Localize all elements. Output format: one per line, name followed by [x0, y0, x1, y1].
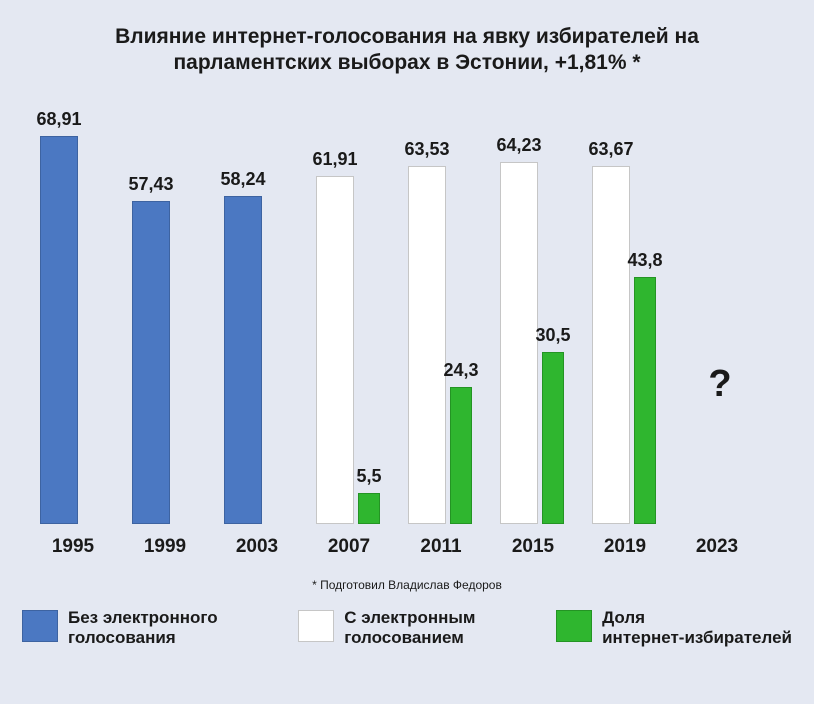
secondary-bar [450, 387, 472, 524]
category-slot: 57,431999 [132, 130, 224, 524]
secondary-bar [542, 352, 564, 524]
primary-bar [40, 136, 78, 524]
legend-swatch [22, 610, 58, 642]
x-axis-label: 2011 [400, 536, 482, 558]
x-axis-label: 2007 [308, 536, 390, 558]
credit-text: * Подготовил Владислав Федоров [312, 578, 502, 592]
chart-title: Влияние интернет-голосования на явку изб… [0, 24, 814, 77]
primary-bar [132, 201, 170, 524]
x-axis-label: 2015 [492, 536, 574, 558]
legend-label: С электроннымголосованием [344, 608, 475, 647]
plot-area: 68,91199557,43199958,24200361,915,520076… [40, 130, 778, 524]
legend: Без электронногоголосования С электронным… [22, 608, 792, 647]
legend-item: Без электронногоголосования [22, 608, 218, 647]
annotation: ? [684, 363, 756, 406]
primary-value-label: 61,91 [304, 149, 366, 170]
x-axis-label: 1995 [32, 536, 114, 558]
chart-title-line2: парламентских выборах в Эстонии, +1,81% … [0, 50, 814, 76]
secondary-value-label: 24,3 [438, 360, 484, 381]
legend-label: Доляинтернет-избирателей [602, 608, 792, 647]
primary-value-label: 63,53 [396, 139, 458, 160]
secondary-value-label: 43,8 [622, 250, 668, 271]
primary-value-label: 68,91 [28, 109, 90, 130]
x-axis-label: 1999 [124, 536, 206, 558]
primary-bar [224, 196, 262, 524]
legend-item: Доляинтернет-избирателей [556, 608, 792, 647]
category-slot: 58,242003 [224, 130, 316, 524]
legend-item: С электроннымголосованием [298, 608, 475, 647]
secondary-bar [358, 493, 380, 524]
primary-bar [408, 166, 446, 524]
category-slot: ?2023 [684, 130, 776, 524]
category-slot: 63,6743,82019 [592, 130, 684, 524]
category-slot: 68,911995 [40, 130, 132, 524]
secondary-bar [634, 277, 656, 524]
legend-label: Без электронногоголосования [68, 608, 218, 647]
x-axis-label: 2003 [216, 536, 298, 558]
credit: * Подготовил Владислав Федоров [0, 578, 814, 592]
secondary-value-label: 30,5 [530, 325, 576, 346]
primary-value-label: 57,43 [120, 174, 182, 195]
category-slot: 64,2330,52015 [500, 130, 592, 524]
legend-swatch [556, 610, 592, 642]
x-axis-label: 2019 [584, 536, 666, 558]
primary-value-label: 63,67 [580, 139, 642, 160]
primary-value-label: 64,23 [488, 135, 550, 156]
chart-title-line1: Влияние интернет-голосования на явку изб… [0, 24, 814, 50]
category-slot: 61,915,52007 [316, 130, 408, 524]
category-slot: 63,5324,32011 [408, 130, 500, 524]
primary-bar [592, 166, 630, 524]
legend-swatch [298, 610, 334, 642]
secondary-value-label: 5,5 [346, 466, 392, 487]
x-axis-label: 2023 [676, 536, 758, 558]
primary-value-label: 58,24 [212, 169, 274, 190]
chart-root: Влияние интернет-голосования на явку изб… [0, 0, 814, 704]
